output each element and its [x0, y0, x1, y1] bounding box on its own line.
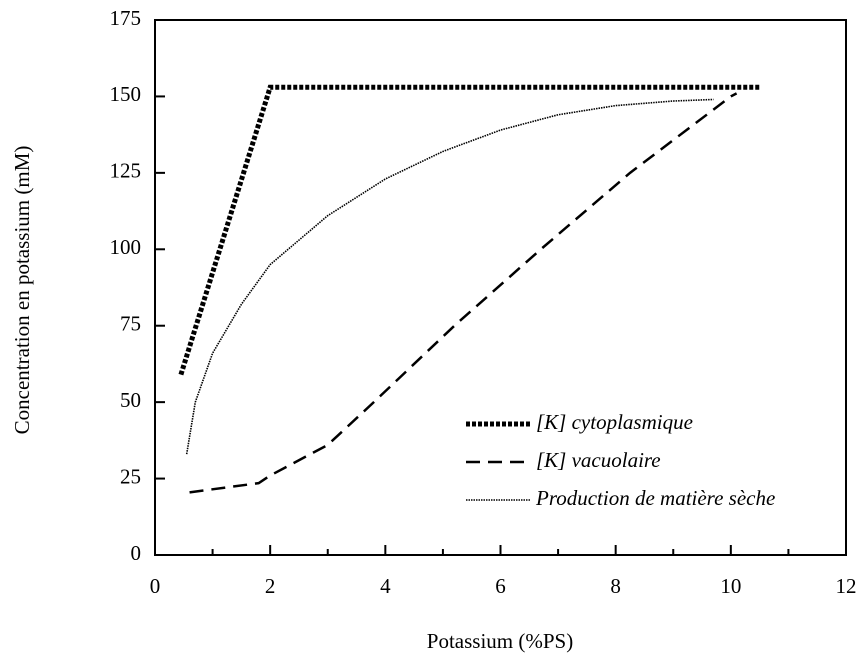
legend-label: [K] vacuolaire	[536, 448, 661, 472]
x-tick-label: 4	[380, 574, 391, 598]
x-tick-label: 10	[720, 574, 741, 598]
data-line	[189, 92, 738, 494]
legend-label: [K] cytoplasmique	[536, 410, 693, 434]
y-axis-label: Concentration en potassium (mM)	[10, 146, 34, 435]
x-tick-label: 6	[495, 574, 506, 598]
x-axis-label: Potassium (%PS)	[427, 629, 573, 653]
data-line	[185, 98, 714, 455]
y-tick-label: 0	[131, 541, 142, 565]
y-tick-label: 125	[110, 159, 142, 183]
y-tick-label: 25	[120, 464, 141, 488]
y-tick-label: 175	[110, 6, 142, 30]
x-tick-label: 2	[265, 574, 276, 598]
y-tick-label: 75	[120, 312, 141, 336]
y-tick-label: 50	[120, 388, 141, 412]
legend-label: Production de matière sèche	[535, 486, 775, 510]
x-tick-label: 12	[836, 574, 857, 598]
x-tick-label: 0	[150, 574, 161, 598]
y-tick-label: 100	[110, 235, 142, 259]
y-tick-label: 150	[110, 82, 142, 106]
plot-frame	[154, 19, 847, 556]
x-tick-label: 8	[610, 574, 621, 598]
data-line	[178, 84, 760, 376]
